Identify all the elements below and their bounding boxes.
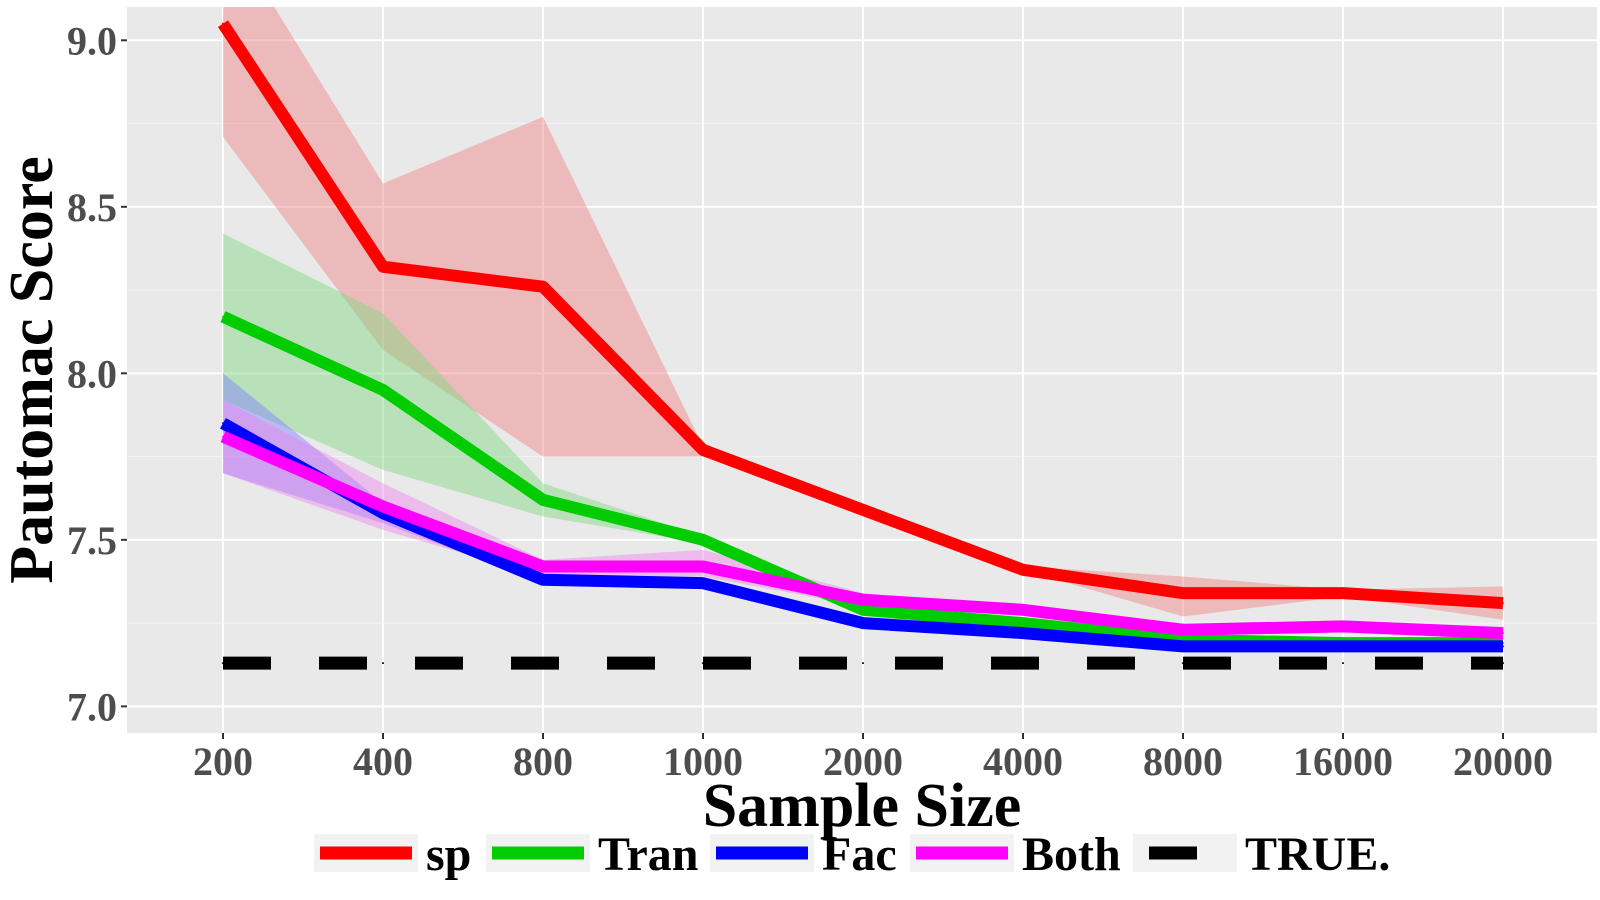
data-point-true	[1022, 662, 1024, 665]
legend-label-sp: sp	[426, 828, 471, 881]
band-tran	[223, 233, 1503, 647]
y-tick-label: 8.0	[67, 351, 117, 396]
data-point-tran	[542, 498, 544, 501]
data-point-fac	[862, 622, 864, 625]
x-tick-label: 8000	[1143, 739, 1223, 784]
band-sp	[223, 7, 1503, 620]
data-point-fac	[222, 422, 224, 425]
data-point-true	[1342, 662, 1344, 665]
data-point-sp	[222, 22, 224, 25]
data-point-sp	[1502, 602, 1504, 605]
x-tick-label: 800	[513, 739, 573, 784]
data-point-both	[702, 565, 704, 568]
x-axis-title: Sample Size	[703, 772, 1022, 840]
data-point-both	[542, 565, 544, 568]
data-point-fac	[542, 578, 544, 581]
data-point-true	[1502, 662, 1504, 665]
legend-label-fac: Fac	[822, 828, 897, 881]
data-point-sp	[1182, 592, 1184, 595]
data-point-true	[862, 662, 864, 665]
data-point-sp	[702, 448, 704, 451]
data-point-tran	[862, 608, 864, 611]
legend: sp Tran Fac Both TRUE.	[314, 828, 1390, 881]
data-point-true	[222, 662, 224, 665]
data-point-fac	[702, 582, 704, 585]
x-tick-label: 16000	[1293, 739, 1393, 784]
data-point-both	[222, 435, 224, 438]
data-point-sp	[382, 265, 384, 268]
data-point-true	[1182, 662, 1184, 665]
data-point-tran	[1182, 638, 1184, 641]
data-point-sp	[1342, 592, 1344, 595]
data-point-tran	[702, 538, 704, 541]
data-point-both	[1502, 632, 1504, 635]
data-point-true	[382, 662, 384, 665]
grid	[127, 7, 1597, 733]
y-tick-label: 9.0	[67, 18, 117, 63]
data-point-fac	[1182, 645, 1184, 648]
data-point-both	[382, 505, 384, 508]
data-point-sp	[1022, 568, 1024, 571]
data-point-both	[1022, 608, 1024, 611]
data-point-tran	[1022, 622, 1024, 625]
data-point-sp	[542, 285, 544, 288]
x-tick-label: 20000	[1453, 739, 1553, 784]
data-point-fac	[1502, 645, 1504, 648]
y-tick-label: 7.5	[67, 518, 117, 563]
legend-label-both: Both	[1022, 828, 1121, 881]
y-tick-label: 7.0	[67, 684, 117, 729]
legend-label-tran: Tran	[598, 828, 698, 881]
data-point-fac	[1022, 632, 1024, 635]
data-point-true	[702, 662, 704, 665]
data-point-sp	[862, 508, 864, 511]
data-point-fac	[1342, 645, 1344, 648]
y-axis: 7.0 7.5 8.0 8.5 9.0	[67, 18, 127, 729]
x-tick-label: 200	[193, 739, 253, 784]
series-lines	[217, 20, 1504, 670]
x-tick-label: 1000	[663, 739, 743, 784]
data-point-tran	[382, 388, 384, 391]
data-point-both	[1182, 628, 1184, 631]
data-point-both	[862, 598, 864, 601]
y-axis-title: Pautomac Score	[0, 156, 66, 584]
data-point-tran	[222, 315, 224, 318]
x-tick-label: 400	[353, 739, 413, 784]
x-tick-label: 2000	[823, 739, 903, 784]
data-point-true	[542, 662, 544, 665]
y-tick-label: 8.5	[67, 185, 117, 230]
legend-label-true: TRUE.	[1245, 828, 1390, 881]
data-point-both	[1342, 625, 1344, 628]
x-tick-label: 4000	[983, 739, 1063, 784]
x-axis: 200 400 800 1000 2000 4000 8000 16000 20000	[193, 733, 1553, 784]
